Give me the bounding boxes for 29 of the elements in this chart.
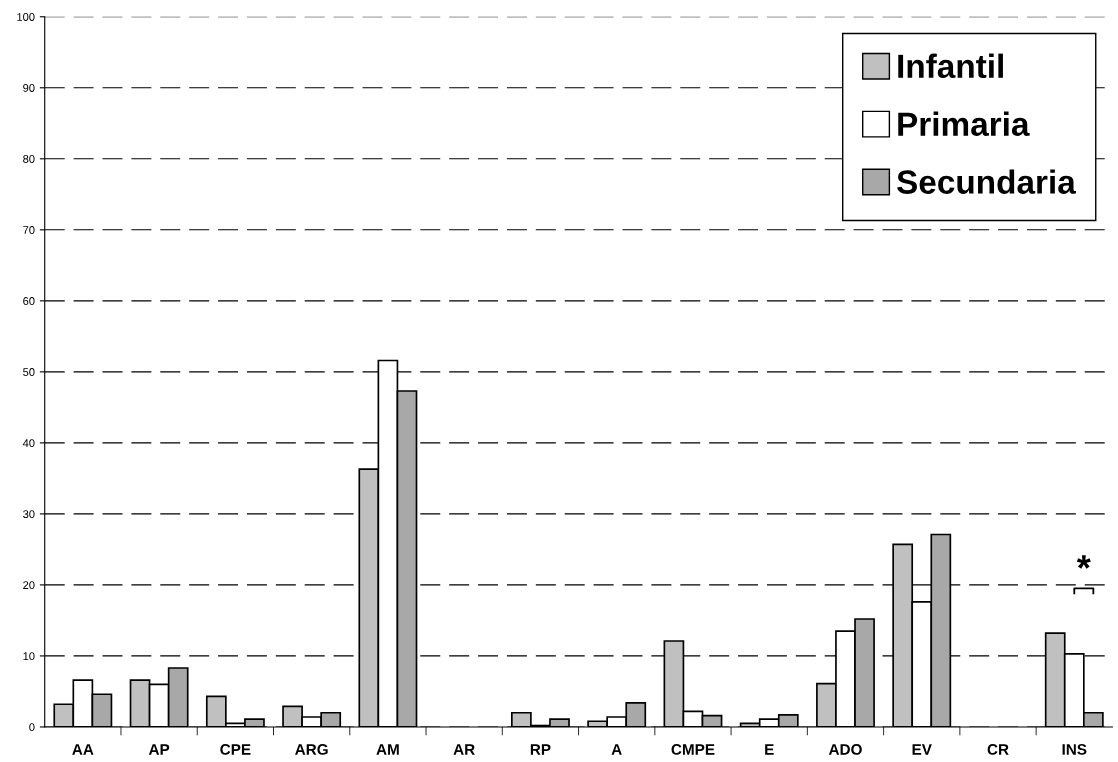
x-tick-label: INS <box>1062 744 1087 755</box>
x-tick-label: A <box>611 744 622 755</box>
y-tick-label: 90 <box>23 84 35 92</box>
x-tick-label: ADO <box>828 744 862 755</box>
y-tick-label: 30 <box>23 510 35 519</box>
y-tick-label: 40 <box>22 439 35 448</box>
y-tick-label: 70 <box>23 226 35 234</box>
legend-label: Primaria <box>898 111 1030 137</box>
x-tick-label: AP <box>148 744 170 755</box>
y-tick-label: 50 <box>23 368 35 376</box>
x-tick-label: EV <box>912 744 932 755</box>
y-tick-label: 20 <box>23 581 35 590</box>
x-tick-label: AR <box>453 744 475 755</box>
x-tick-label: AA <box>72 744 94 755</box>
y-tick-label: 100 <box>17 13 35 21</box>
x-tick-label: AM <box>376 744 399 755</box>
y-tick-label: 0 <box>29 723 35 732</box>
x-tick-label: CPE <box>220 744 251 755</box>
y-tick-label: 80 <box>23 155 35 163</box>
y-tick-label: 10 <box>23 652 35 661</box>
x-tick-label: ARG <box>295 744 328 755</box>
y-tick-label: 60 <box>23 297 35 305</box>
annotation: * <box>1076 555 1091 569</box>
legend-label: Secundaria <box>897 169 1076 194</box>
x-tick-label: RP <box>530 744 551 755</box>
x-tick-label: CR <box>987 744 1009 755</box>
legend-label: Infantil <box>898 53 1003 79</box>
x-tick-label: E <box>765 744 774 755</box>
x-tick-label: CMPE <box>671 744 715 755</box>
